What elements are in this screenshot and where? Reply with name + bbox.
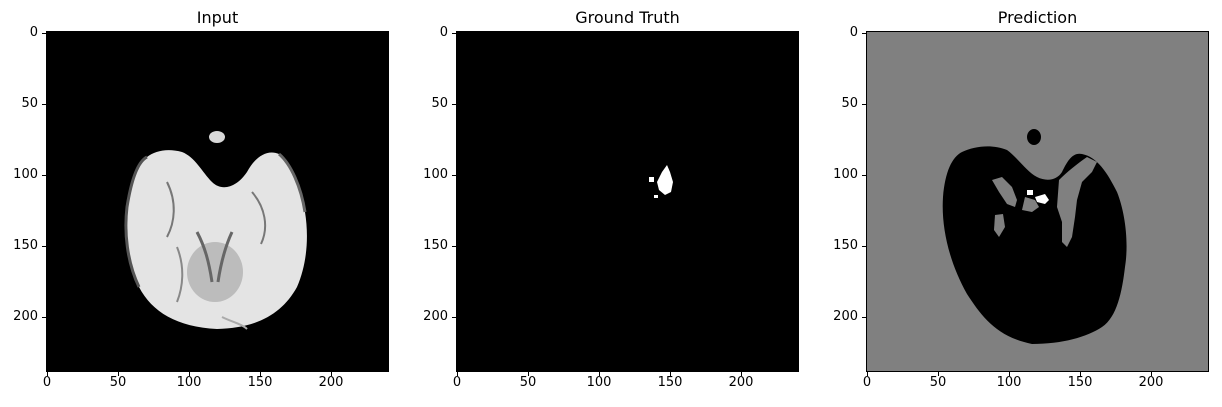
x-tick-label: 200 [318,375,344,390]
y-tick-label: 150 [13,238,38,253]
y-tick-label: 100 [833,167,858,182]
x-tick-label: 0 [862,375,872,390]
input-mri-slice [47,32,388,371]
x-tick-label: 200 [728,375,754,390]
ground-truth-panel: Ground Truth 0 50 100 150 200 0 50 100 1… [410,0,810,407]
input-panel: Input 0 50 100 150 200 0 50 100 150 200 [0,0,400,407]
prediction-image [866,31,1209,372]
x-tick-label: 100 [586,375,612,390]
prediction-mask [867,32,1208,371]
x-tick-label: 100 [176,375,202,390]
x-tick-label: 0 [42,375,52,390]
input-image [46,31,389,372]
x-tick-label: 0 [452,375,462,390]
x-tick-label: 150 [657,375,683,390]
x-tick-label: 50 [109,375,127,390]
y-tick-label: 150 [423,238,448,253]
x-tick-label: 50 [519,375,537,390]
prediction-panel: Prediction 0 50 100 150 200 0 50 100 150… [820,0,1220,407]
y-tick-label: 50 [431,96,448,111]
y-tick-label: 200 [833,309,858,324]
ground-truth-mask [457,32,798,371]
y-tick-label: 0 [439,25,448,40]
x-tick-label: 200 [1138,375,1164,390]
y-tick-label: 150 [833,238,858,253]
y-tick-label: 100 [13,167,38,182]
y-tick-label: 0 [29,25,38,40]
x-tick-label: 50 [929,375,947,390]
panel-title-prediction: Prediction [997,8,1078,27]
x-tick-label: 150 [1067,375,1093,390]
y-tick-label: 200 [423,309,448,324]
panel-title-input: Input [196,8,239,27]
ground-truth-image [456,31,799,372]
y-tick-label: 50 [841,96,858,111]
x-tick-label: 100 [996,375,1022,390]
x-tick-label: 150 [247,375,273,390]
y-tick-label: 50 [21,96,38,111]
y-tick-label: 100 [423,167,448,182]
y-tick-label: 200 [13,309,38,324]
y-tick-label: 0 [849,25,858,40]
panel-title-ground-truth: Ground Truth [575,8,680,27]
